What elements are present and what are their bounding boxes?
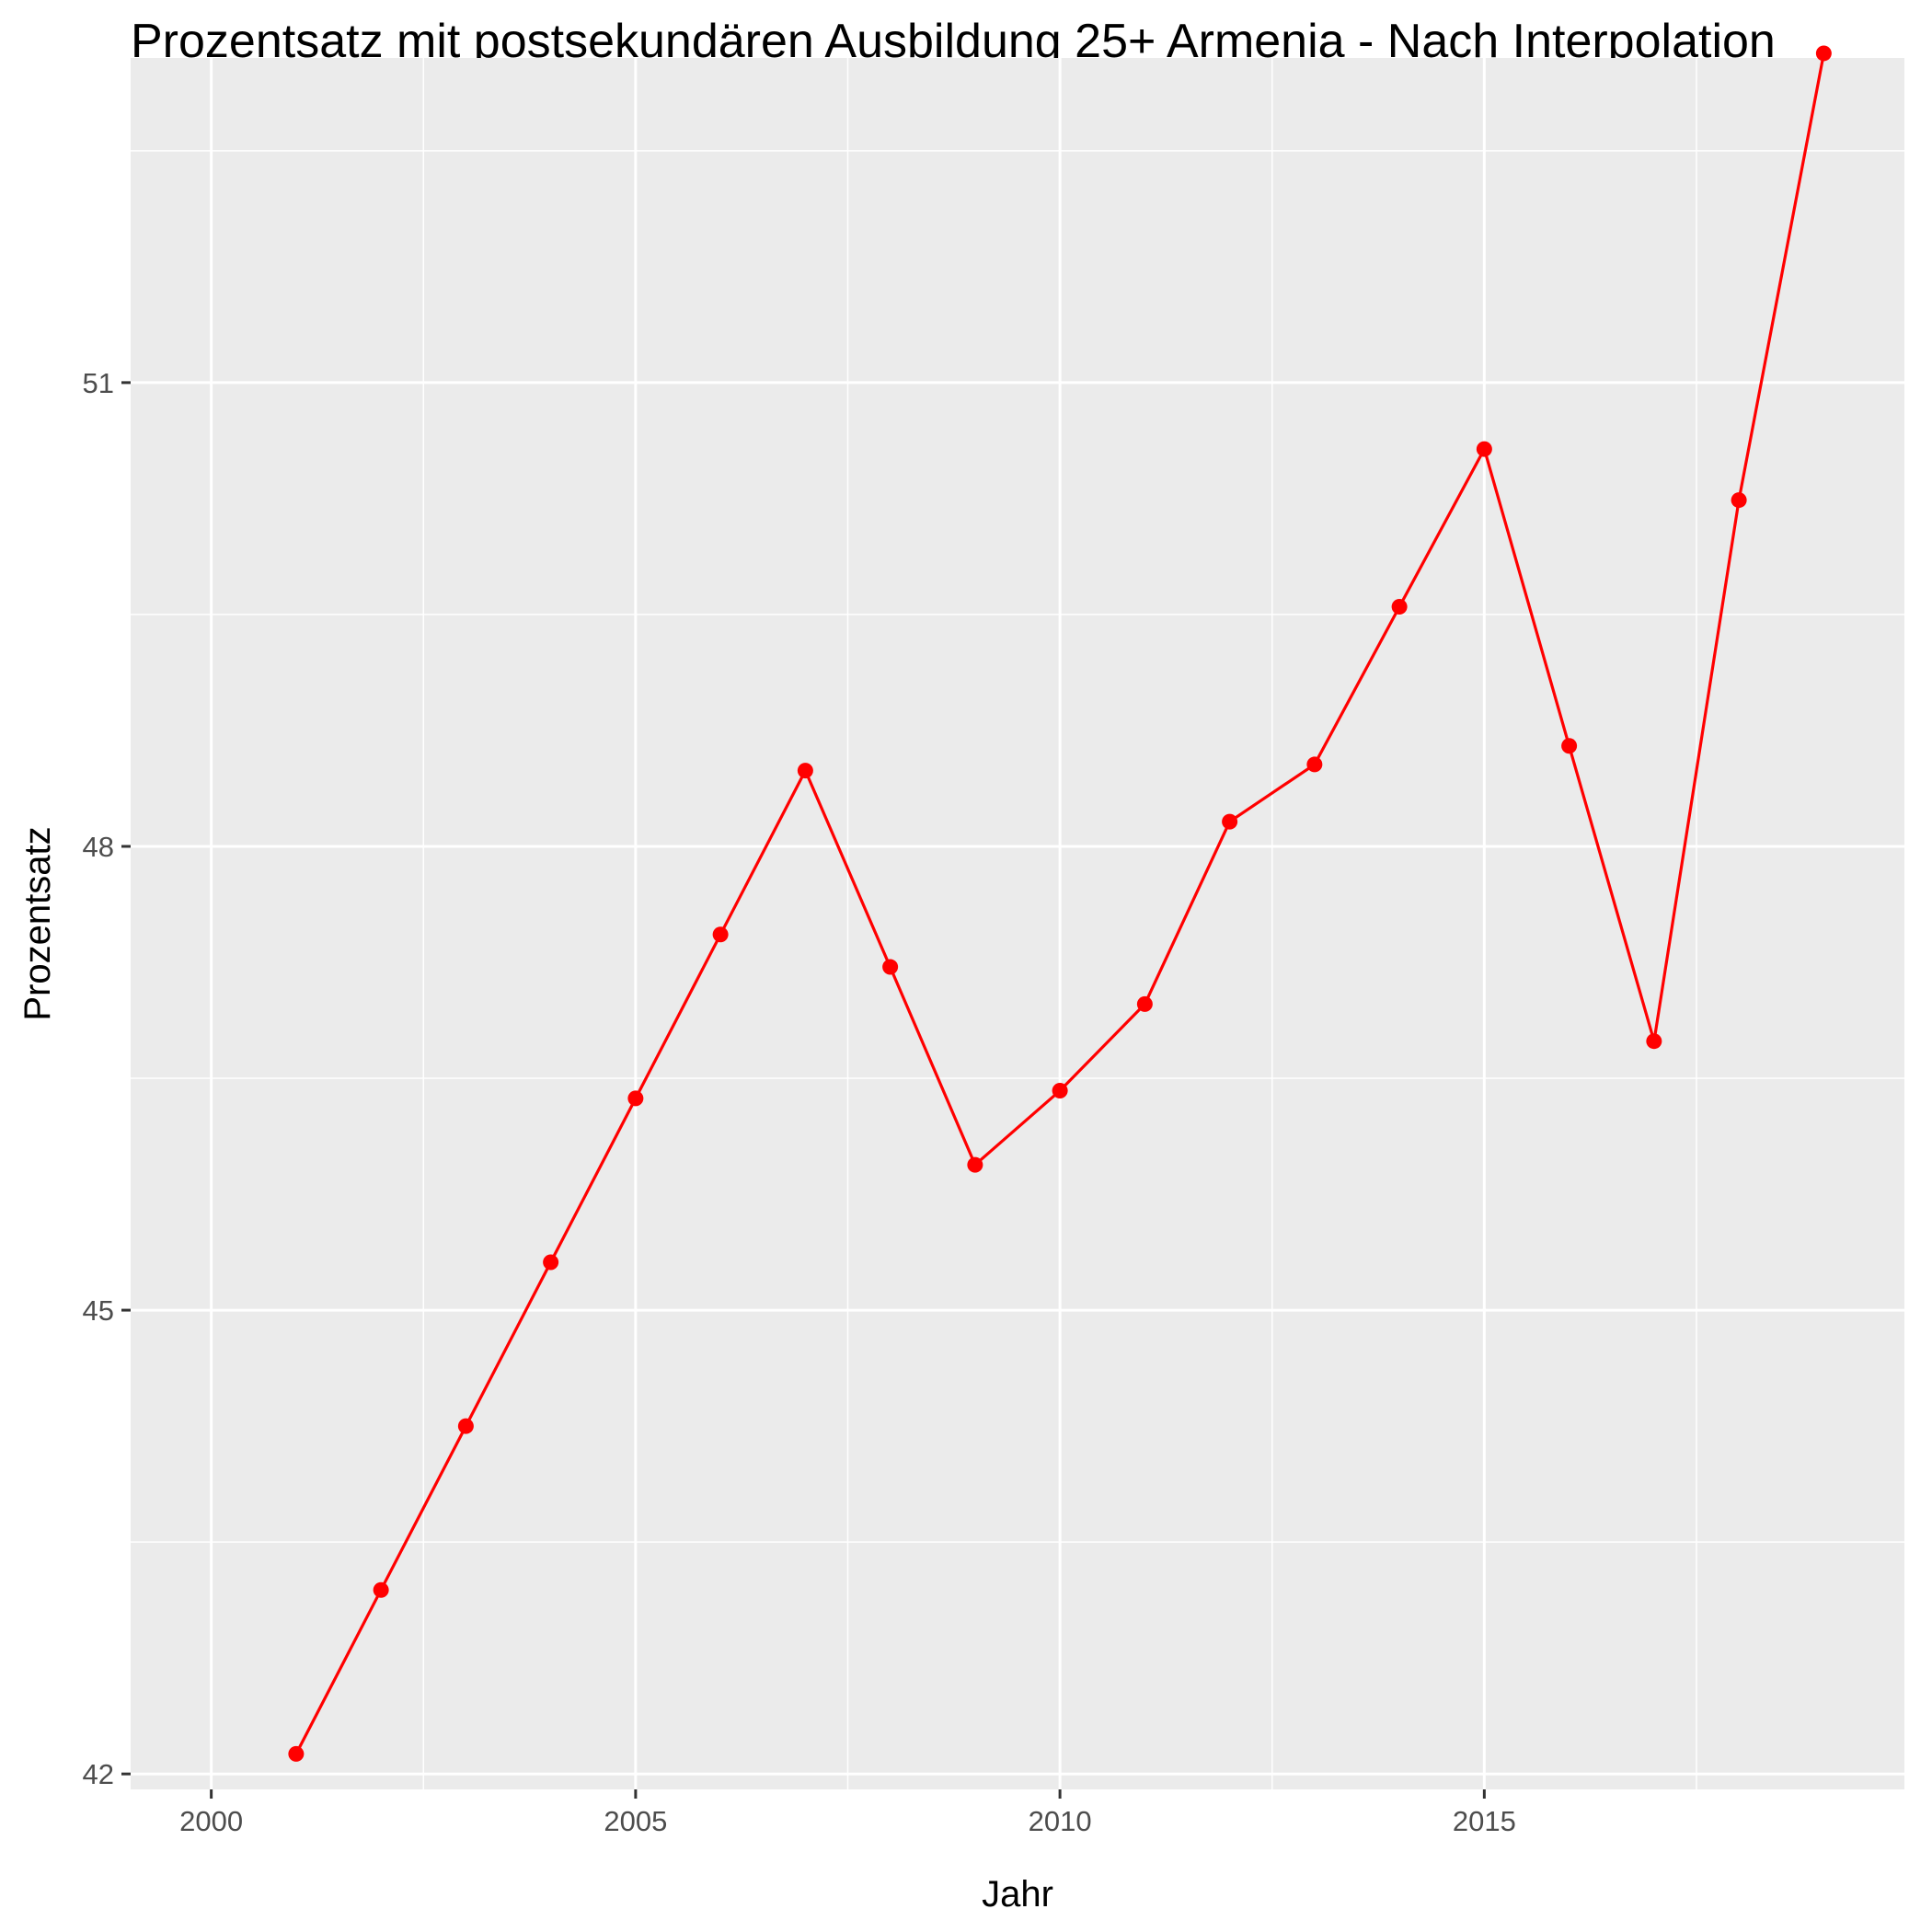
data-point <box>1561 738 1578 754</box>
data-point <box>712 926 729 943</box>
y-tick-label: 48 <box>83 831 114 863</box>
x-tick-label: 2005 <box>604 1805 667 1837</box>
series-layer <box>288 45 1832 1762</box>
data-point <box>1052 1082 1068 1098</box>
x-tick-label: 2015 <box>1453 1805 1516 1837</box>
data-point <box>373 1581 389 1598</box>
y-tick-label: 45 <box>83 1294 114 1327</box>
data-point <box>1306 756 1323 773</box>
data-point <box>1646 1033 1662 1050</box>
data-point <box>1222 813 1238 830</box>
data-point <box>457 1418 474 1434</box>
data-point <box>1815 45 1832 62</box>
y-axis-title: Prozentsatz <box>17 826 58 1020</box>
minor-gridlines <box>131 58 1904 1789</box>
x-axis-title: Jahr <box>982 1874 1053 1915</box>
data-point <box>627 1090 644 1107</box>
data-point <box>543 1254 559 1271</box>
data-point <box>1731 492 1747 509</box>
y-tick-label: 51 <box>83 367 114 399</box>
plot-panel <box>131 58 1904 1789</box>
data-point <box>1136 995 1153 1012</box>
data-point <box>1476 441 1492 457</box>
major-gridlines <box>131 58 1904 1789</box>
data-point <box>288 1745 305 1762</box>
y-tick-label: 42 <box>83 1758 114 1790</box>
x-tick-label: 2010 <box>1029 1805 1092 1837</box>
data-point <box>967 1156 983 1173</box>
data-point <box>797 763 813 779</box>
data-point <box>1391 599 1408 615</box>
data-point <box>882 959 899 975</box>
y-axis: 42 45 48 51 <box>83 367 131 1790</box>
x-axis: 2000 2005 2010 2015 <box>179 1789 1516 1837</box>
x-tick-label: 2000 <box>179 1805 243 1837</box>
